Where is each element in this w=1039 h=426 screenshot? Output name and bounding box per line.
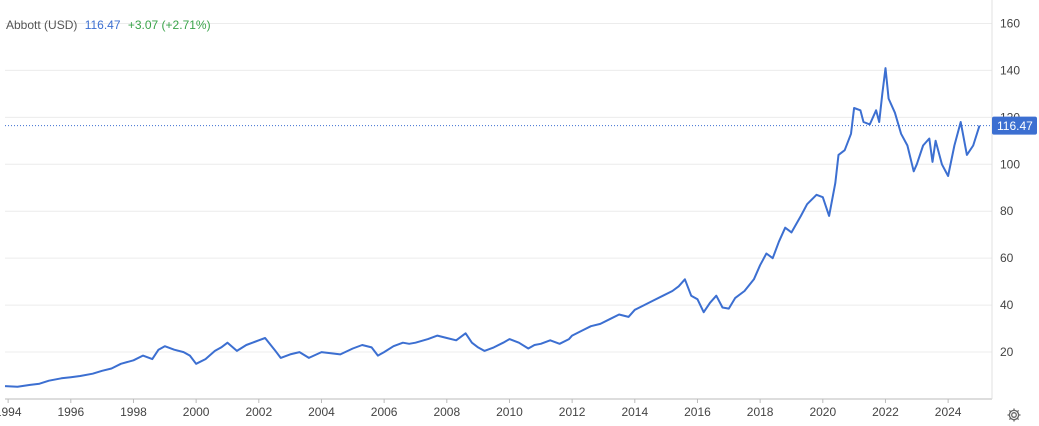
last-price-badge-label: 116.47 — [997, 119, 1033, 133]
x-tick-labels: 1994 1996 1998 2000 2002 2004 2006 2008 2010 2012… — [0, 399, 962, 419]
last-price-badge — [992, 116, 1037, 135]
price-series-line[interactable] — [4, 67, 981, 388]
x-tick-2020: 2020 — [809, 405, 836, 419]
x-tick-2002: 2002 — [245, 405, 272, 419]
x-tick-2018: 2018 — [747, 405, 774, 419]
y-tick-160: 160 — [1000, 16, 1020, 30]
gear-icon[interactable] — [1006, 407, 1022, 423]
chart-header: Abbott (USD) 116.47 +3.07 (+2.71%) — [6, 18, 215, 32]
grid-lines — [5, 22, 992, 353]
x-tick-2004: 2004 — [308, 405, 335, 419]
y-tick-40: 40 — [1000, 298, 1014, 312]
y-tick-80: 80 — [1000, 204, 1014, 218]
y-tick-100: 100 — [1000, 157, 1020, 171]
y-tick-140: 140 — [1000, 63, 1020, 77]
x-tick-2016: 2016 — [684, 405, 711, 419]
x-tick-2024: 2024 — [935, 405, 962, 419]
x-tick-2008: 2008 — [433, 405, 460, 419]
x-tick-1994: 1994 — [0, 405, 22, 419]
x-tick-2006: 2006 — [371, 405, 398, 419]
y-tick-60: 60 — [1000, 251, 1014, 265]
instrument-name: Abbott (USD) — [6, 18, 78, 32]
x-tick-2022: 2022 — [872, 405, 899, 419]
price-change: +3.07 (+2.71%) — [127, 18, 211, 32]
y-tick-labels: 20406080100120140160 — [1000, 16, 1020, 359]
x-tick-2010: 2010 — [496, 405, 523, 419]
y-tick-20: 20 — [1000, 345, 1014, 359]
x-tick-1996: 1996 — [57, 405, 84, 419]
current-price: 116.47 — [84, 18, 121, 32]
x-tick-1998: 1998 — [120, 405, 147, 419]
x-tick-2012: 2012 — [559, 405, 586, 419]
x-tick-2000: 2000 — [183, 405, 210, 419]
x-tick-2014: 2014 — [621, 405, 648, 419]
